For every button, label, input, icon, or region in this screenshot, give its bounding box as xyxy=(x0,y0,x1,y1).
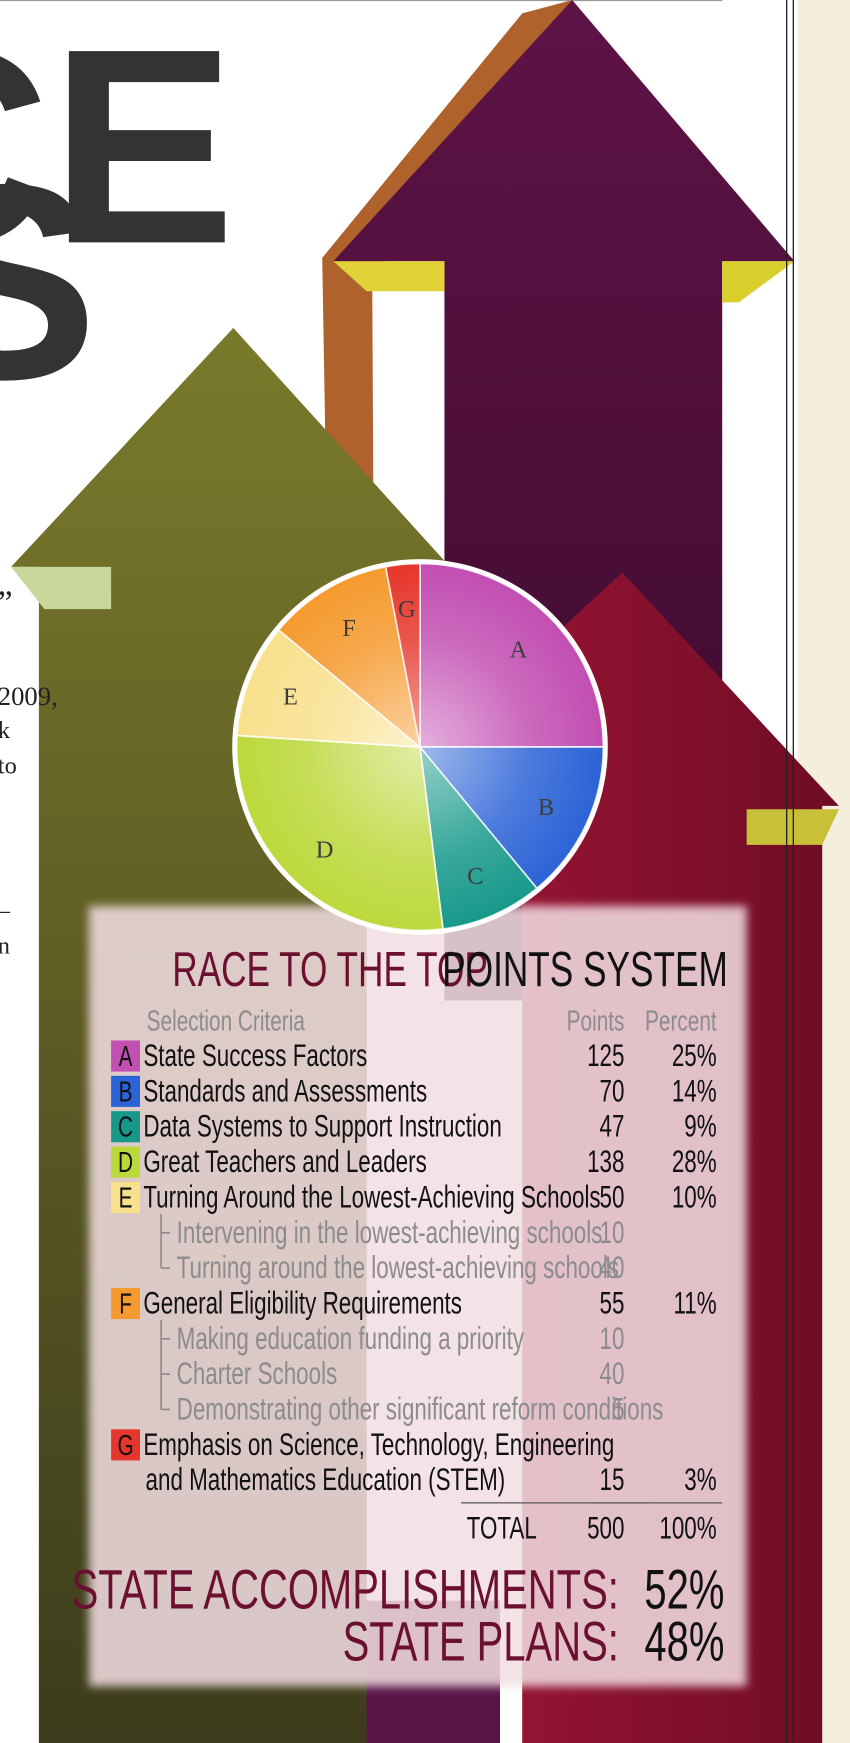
side-fragment: to xyxy=(0,753,17,780)
criterion: and Mathematics Education (STEM) xyxy=(146,1461,506,1497)
page: { "headline_fragments": ["CE", "S"], "si… xyxy=(0,0,850,1743)
points: 138 xyxy=(587,1143,624,1179)
title: POINTS SYSTEM xyxy=(442,942,728,997)
sub-points: 10 xyxy=(600,1320,625,1356)
title-accent: RACE TO THE TOP xyxy=(172,942,488,997)
total-percent: 100% xyxy=(659,1510,716,1546)
criterion-letter: D xyxy=(118,1147,133,1179)
side-fragment: ” xyxy=(0,585,13,622)
percent: 14% xyxy=(672,1073,717,1109)
sub-criterion: Demonstrating other significant reform c… xyxy=(177,1391,664,1427)
points: 15 xyxy=(600,1461,625,1497)
sub-criterion: Making education funding a priority xyxy=(177,1320,525,1356)
criterion: Turning Around the Lowest-Achieving Scho… xyxy=(143,1179,600,1215)
infographic: CE S ” 2009, k to – n ABCDEFG RACE TO TH… xyxy=(0,0,850,1743)
criterion-letter: F xyxy=(119,1288,132,1320)
criterion-letter: A xyxy=(119,1041,133,1073)
percent: 9% xyxy=(684,1108,716,1144)
criterion: State Success Factors xyxy=(143,1037,367,1073)
column-header: Points xyxy=(567,1005,625,1037)
percent: 3% xyxy=(684,1461,716,1497)
criterion: Emphasis on Science, Technology, Enginee… xyxy=(143,1426,614,1462)
arrow-wing xyxy=(722,261,794,302)
criterion-letter: G xyxy=(117,1430,133,1462)
summary-label: STATE PLANS: xyxy=(343,1611,619,1673)
criterion: Data Systems to Support Instruction xyxy=(143,1108,501,1144)
total-points: 500 xyxy=(587,1510,624,1546)
slice-label: C xyxy=(467,863,483,890)
points: 70 xyxy=(600,1073,625,1109)
sub-points: 40 xyxy=(600,1355,625,1391)
percent: 10% xyxy=(672,1179,717,1215)
side-fragment: n xyxy=(0,933,10,960)
percent: 28% xyxy=(672,1143,717,1179)
total-label: TOTAL xyxy=(467,1510,537,1546)
criterion: Standards and Assessments xyxy=(143,1073,427,1109)
points: 125 xyxy=(587,1037,624,1073)
slice-label: F xyxy=(342,615,356,642)
sub-criterion: Charter Schools xyxy=(177,1355,338,1391)
column-header: Selection Criteria xyxy=(147,1005,305,1037)
slice-label: E xyxy=(283,684,298,711)
arrow-wing xyxy=(11,567,111,609)
side-fragment: 2009, xyxy=(0,681,58,711)
summary-value: 48% xyxy=(644,1611,724,1673)
slice-label: B xyxy=(538,794,554,821)
points: 50 xyxy=(600,1179,625,1215)
sub-criterion: Turning around the lowest-achieving scho… xyxy=(177,1249,619,1285)
percent: 25% xyxy=(672,1037,717,1073)
criterion: General Eligibility Requirements xyxy=(143,1285,462,1321)
headline-fragment: S xyxy=(0,126,98,437)
criterion: Great Teachers and Leaders xyxy=(143,1143,426,1179)
slice-label: A xyxy=(510,636,528,663)
slice-label: G xyxy=(398,596,416,623)
points: 55 xyxy=(600,1285,625,1321)
percent: 11% xyxy=(674,1285,717,1321)
criterion-letter: E xyxy=(119,1182,133,1214)
sub-points: 5 xyxy=(612,1391,624,1427)
points: 47 xyxy=(600,1108,625,1144)
slice-label: D xyxy=(316,837,334,864)
sub-points: 10 xyxy=(600,1214,625,1250)
criterion-letter: B xyxy=(119,1076,133,1108)
side-fragment: – xyxy=(0,897,11,924)
pie-chart: A B C D E F G xyxy=(232,559,608,935)
sub-points: 40 xyxy=(600,1249,625,1285)
sub-criterion: Intervening in the lowest-achieving scho… xyxy=(177,1214,603,1250)
criterion-letter: C xyxy=(118,1111,133,1143)
column-header: Percent xyxy=(645,1005,717,1037)
side-fragment: k xyxy=(0,717,11,744)
